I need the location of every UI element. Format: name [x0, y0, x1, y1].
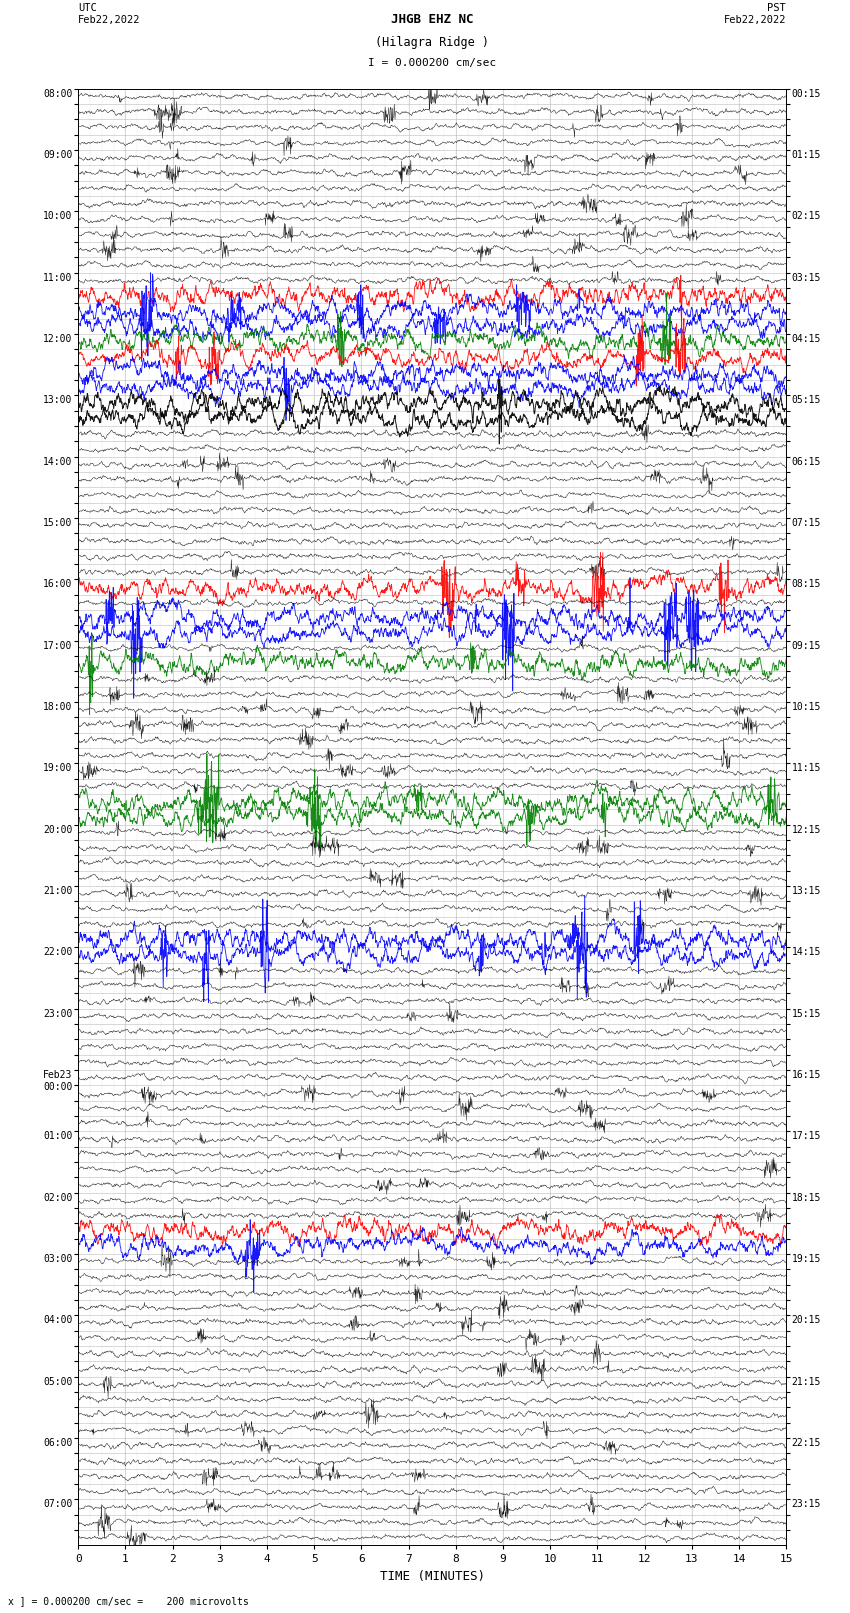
Text: I = 0.000200 cm/sec: I = 0.000200 cm/sec	[368, 58, 496, 68]
Text: (Hilagra Ridge ): (Hilagra Ridge )	[375, 35, 490, 48]
Text: UTC
Feb22,2022: UTC Feb22,2022	[78, 3, 141, 24]
X-axis label: TIME (MINUTES): TIME (MINUTES)	[380, 1569, 484, 1582]
Text: PST
Feb22,2022: PST Feb22,2022	[723, 3, 786, 24]
Text: JHGB EHZ NC: JHGB EHZ NC	[391, 13, 473, 26]
Text: x ] = 0.000200 cm/sec =    200 microvolts: x ] = 0.000200 cm/sec = 200 microvolts	[8, 1597, 249, 1607]
